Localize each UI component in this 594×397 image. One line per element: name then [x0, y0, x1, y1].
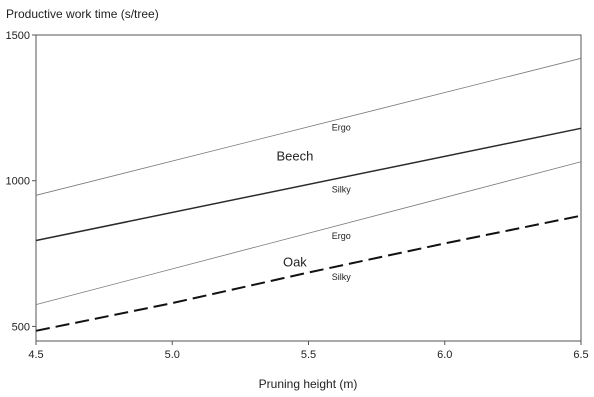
y-axis: 500 1000 1500	[6, 30, 36, 333]
annotation-label: Beech	[276, 148, 313, 163]
y-tick-label: 500	[12, 321, 30, 333]
annotation-label: Silky	[332, 272, 352, 282]
x-tick-label: 5.0	[165, 349, 180, 361]
x-axis: 4.5 5.0 5.5 6.0 6.5	[28, 341, 589, 361]
series-line-2	[35, 127, 582, 242]
x-axis-title: Pruning height (m)	[259, 377, 358, 391]
series-line-1	[35, 57, 582, 196]
annotation-label: Oak	[283, 255, 307, 270]
annotation-label: Ergo	[332, 123, 351, 133]
annotation-label: Ergo	[332, 231, 351, 241]
y-tick-label: 1500	[6, 30, 30, 42]
y-axis-title: Productive work time (s/tree)	[6, 7, 159, 21]
x-tick-label: 6.0	[437, 349, 452, 361]
y-tick-label: 1000	[6, 176, 30, 188]
plot-frame	[35, 34, 582, 342]
series-layer	[35, 57, 582, 332]
x-tick-label: 4.5	[28, 349, 43, 361]
x-tick-label: 6.5	[573, 349, 588, 361]
annotation-label: Silky	[332, 184, 352, 194]
series-line-3	[35, 161, 582, 305]
x-tick-label: 5.5	[301, 349, 316, 361]
series-line-4	[35, 214, 582, 332]
annotation-layer: Ergo Beech Silky Ergo Oak Silky	[276, 123, 351, 282]
